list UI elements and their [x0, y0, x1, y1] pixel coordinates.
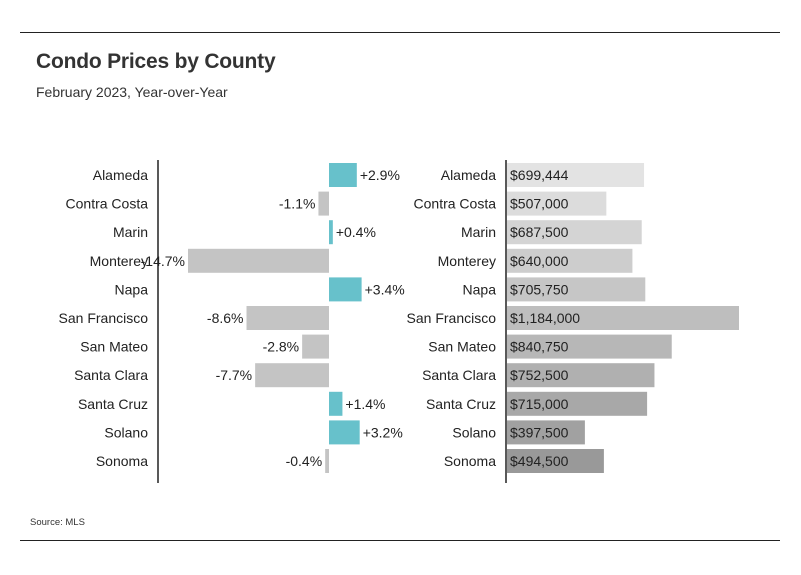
price-bar-santa-cruz	[507, 391, 648, 416]
price-value-label-contra-costa: $507,000	[510, 196, 569, 212]
price-value-label-napa: $705,750	[510, 281, 569, 297]
yoy-category-label-napa: Napa	[115, 281, 149, 297]
yoy-value-label-monterey: -14.7%	[141, 253, 185, 269]
price-category-label-sonoma: Sonoma	[444, 453, 496, 469]
yoy-value-label-santa-cruz: +1.4%	[345, 396, 385, 412]
yoy-bar-santa-clara	[255, 363, 329, 388]
price-bar-san-mateo	[507, 334, 672, 359]
chart-title: Condo Prices by County	[36, 50, 276, 73]
price-bar-santa-clara	[507, 363, 655, 388]
yoy-bar-marin	[329, 220, 333, 245]
yoy-value-label-santa-clara: -7.7%	[216, 367, 253, 383]
price-category-label-monterey: Monterey	[438, 253, 496, 269]
yoy-category-label-santa-cruz: Santa Cruz	[78, 396, 148, 412]
yoy-category-label-sonoma: Sonoma	[96, 453, 148, 469]
yoy-category-label-contra-costa: Contra Costa	[66, 196, 149, 212]
yoy-value-label-sonoma: -0.4%	[286, 453, 323, 469]
yoy-value-label-alameda: +2.9%	[360, 167, 400, 183]
price-category-label-san-mateo: San Mateo	[428, 339, 496, 355]
yoy-bar-solano	[329, 420, 360, 445]
price-chart: Alameda $699,444 Contra Costa $507,000 Marin…	[407, 163, 739, 473]
yoy-category-label-santa-clara: Santa Clara	[74, 367, 148, 383]
yoy-category-label-san-mateo: San Mateo	[80, 339, 148, 355]
price-bar-solano	[507, 420, 585, 445]
price-bar-monterey	[507, 248, 633, 273]
price-bar-sonoma	[507, 449, 604, 473]
yoy-bar-santa-cruz	[329, 391, 343, 416]
price-value-label-san-francisco: $1,184,000	[510, 310, 580, 326]
price-bar-marin	[507, 220, 642, 245]
price-value-label-alameda: $699,444	[510, 167, 569, 183]
yoy-value-label-contra-costa: -1.1%	[279, 196, 316, 212]
yoy-category-label-alameda: Alameda	[93, 167, 148, 183]
price-category-label-napa: Napa	[463, 281, 497, 297]
yoy-bar-san-francisco	[246, 306, 329, 330]
yoy-category-label-san-francisco: San Francisco	[59, 310, 149, 326]
top-rule	[20, 32, 780, 33]
bottom-rule	[20, 540, 780, 541]
price-category-label-solano: Solano	[452, 424, 496, 440]
price-value-label-solano: $397,500	[510, 424, 569, 440]
price-bar-alameda	[507, 163, 645, 187]
source-note: Source: MLS	[30, 517, 85, 528]
yoy-value-label-napa: +3.4%	[365, 281, 405, 297]
price-value-label-santa-cruz: $715,000	[510, 396, 569, 412]
yoy-value-label-marin: +0.4%	[336, 224, 376, 240]
yoy-category-label-monterey: Monterey	[90, 253, 148, 269]
price-category-label-santa-clara: Santa Clara	[422, 367, 496, 383]
yoy-bar-monterey	[188, 248, 329, 273]
price-value-label-monterey: $640,000	[510, 253, 569, 269]
price-category-label-alameda: Alameda	[441, 167, 496, 183]
yoy-bar-alameda	[329, 163, 357, 187]
chart-subtitle: February 2023, Year-over-Year	[36, 84, 228, 100]
yoy-bar-san-mateo	[302, 334, 329, 359]
price-category-label-contra-costa: Contra Costa	[414, 196, 497, 212]
yoy-bar-sonoma	[325, 449, 329, 473]
price-value-label-santa-clara: $752,500	[510, 367, 569, 383]
yoy-bar-napa	[329, 277, 362, 302]
price-bar-san-francisco	[507, 306, 739, 330]
yoy-category-label-marin: Marin	[113, 224, 148, 240]
yoy-bar-contra-costa	[318, 191, 329, 216]
yoy-change-chart: Alameda +2.9% Contra Costa -1.1% Marin +0.4% M…	[59, 163, 405, 473]
price-value-label-san-mateo: $840,750	[510, 339, 569, 355]
price-bar-contra-costa	[507, 191, 607, 216]
yoy-category-label-solano: Solano	[104, 424, 148, 440]
yoy-value-label-san-mateo: -2.8%	[263, 339, 300, 355]
price-bar-napa	[507, 277, 646, 302]
price-category-label-santa-cruz: Santa Cruz	[426, 396, 496, 412]
price-category-label-san-francisco: San Francisco	[407, 310, 497, 326]
yoy-value-label-solano: +3.2%	[363, 424, 403, 440]
price-category-label-marin: Marin	[461, 224, 496, 240]
price-value-label-sonoma: $494,500	[510, 453, 569, 469]
price-value-label-marin: $687,500	[510, 224, 569, 240]
yoy-value-label-san-francisco: -8.6%	[207, 310, 244, 326]
